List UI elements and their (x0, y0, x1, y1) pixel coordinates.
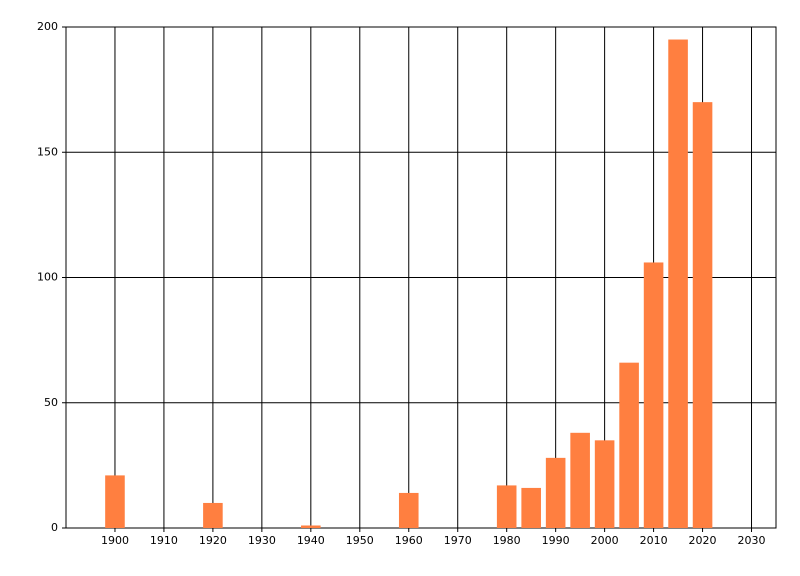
x-tick-label: 1920 (199, 534, 227, 547)
x-tick-label: 1950 (346, 534, 374, 547)
bar (105, 475, 125, 528)
y-tick-label: 150 (37, 145, 58, 158)
bar (643, 262, 664, 528)
plot-border (65, 26, 777, 529)
bar (301, 525, 321, 528)
x-tick-label: 1900 (101, 534, 129, 547)
x-tick-label: 1910 (150, 534, 178, 547)
x-tick-label: 1990 (542, 534, 570, 547)
x-tick-label: 1980 (493, 534, 521, 547)
y-tick-label: 0 (51, 521, 58, 534)
x-tick-label: 1940 (297, 534, 325, 547)
bar (398, 492, 419, 528)
x-tick-label: 1960 (395, 534, 423, 547)
y-tick-label: 50 (44, 396, 58, 409)
bar (594, 440, 615, 528)
bar (496, 485, 517, 528)
x-tick-label: 2000 (591, 534, 619, 547)
x-tick-label: 2010 (640, 534, 668, 547)
bar (545, 457, 566, 528)
x-tick-label: 2020 (689, 534, 717, 547)
x-tick-label: 1930 (248, 534, 276, 547)
y-tick-label: 100 (37, 271, 58, 284)
bar (692, 102, 713, 529)
x-tick-label: 1970 (444, 534, 472, 547)
bar (203, 502, 223, 528)
x-tick-label: 2030 (738, 534, 766, 547)
y-tick-label: 200 (37, 20, 58, 33)
bar (619, 362, 639, 528)
bar (521, 487, 541, 528)
bar (668, 39, 688, 529)
bar (570, 432, 590, 528)
